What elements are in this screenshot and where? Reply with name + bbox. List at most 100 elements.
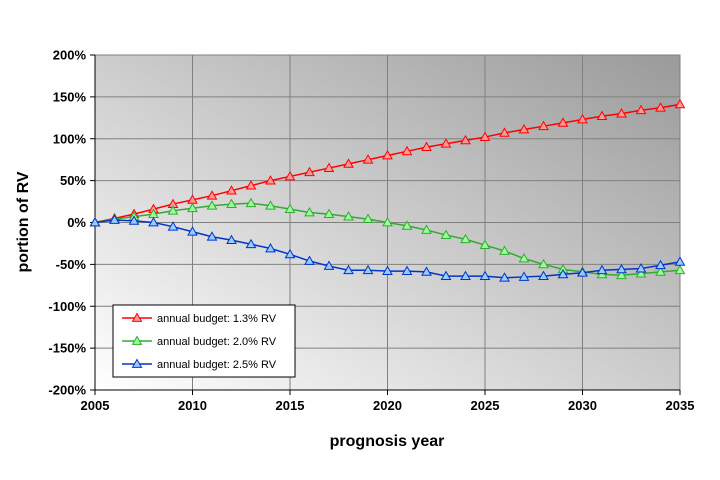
data-point [655, 259, 666, 270]
y-tick-label: -100% [48, 299, 86, 314]
data-point [499, 127, 510, 137]
data-point [518, 124, 530, 134]
data-point [674, 264, 686, 275]
data-point [343, 211, 354, 221]
data-point [499, 245, 510, 255]
y-tick-label: -150% [48, 341, 86, 356]
legend-label: annual budget: 2.0% RV [157, 336, 277, 348]
data-point [674, 98, 686, 109]
data-point [440, 229, 452, 239]
x-tick-label: 2020 [373, 398, 402, 413]
y-axis-title: portion of RV [15, 171, 32, 272]
data-point [499, 272, 510, 282]
data-point [343, 264, 354, 275]
x-tick-label: 2015 [276, 398, 305, 413]
series-layer [89, 98, 686, 282]
data-point [284, 248, 296, 259]
y-tick-label: -200% [48, 383, 86, 398]
data-point [304, 166, 315, 177]
data-point [616, 263, 627, 274]
legend-marker [131, 335, 143, 345]
legend-marker [131, 358, 143, 368]
data-point [460, 134, 471, 145]
series-3 [89, 214, 686, 282]
data-point [343, 158, 354, 168]
data-point [557, 117, 569, 127]
data-point [109, 214, 120, 224]
data-point [674, 256, 686, 266]
data-point [167, 221, 179, 231]
data-point [577, 113, 588, 124]
y-tick-label: 0% [67, 215, 86, 230]
data-point [401, 265, 413, 275]
x-axis-ticks: 2005 2010 2015 2020 2025 2030 2035 [81, 389, 695, 413]
data-point [362, 213, 374, 224]
data-point [538, 270, 549, 280]
y-tick-label: 200% [53, 48, 87, 63]
data-point [635, 263, 647, 273]
y-axis-ticks: 200% 150% 100% 50% 0% -50% -100% -150% -200% [48, 48, 96, 398]
data-point [187, 202, 198, 213]
data-point [226, 185, 237, 195]
y-tick-label: 50% [60, 173, 86, 188]
x-tick-label: 2030 [568, 398, 597, 413]
data-point [538, 120, 549, 131]
data-point [323, 162, 335, 172]
data-point [596, 264, 608, 275]
legend-label: annual budget: 2.5% RV [157, 359, 277, 371]
y-tick-label: -50% [56, 257, 87, 272]
data-point [148, 216, 159, 227]
data-point [265, 242, 276, 253]
legend-marker [131, 312, 143, 322]
data-point [655, 266, 666, 276]
data-point [577, 267, 588, 277]
data-point [128, 215, 140, 225]
data-point [518, 253, 530, 263]
data-point [401, 145, 413, 156]
data-point [382, 265, 393, 275]
x-tick-label: 2010 [178, 398, 207, 413]
data-point [635, 268, 647, 278]
data-point [167, 205, 179, 215]
data-point [284, 203, 296, 213]
legend-label: annual budget: 1.3% RV [157, 313, 277, 325]
y-tick-label: 100% [53, 131, 87, 146]
x-tick-label: 2035 [666, 398, 695, 413]
data-point [655, 102, 666, 112]
data-point [538, 258, 549, 269]
data-point [421, 141, 432, 151]
data-point [382, 149, 393, 160]
data-point [460, 233, 471, 244]
data-point [616, 108, 627, 118]
data-point [187, 226, 198, 236]
data-point [596, 110, 608, 121]
data-point [460, 270, 471, 280]
data-point [304, 255, 315, 265]
data-point [226, 198, 237, 208]
series-1 [89, 98, 686, 227]
data-point [382, 216, 393, 227]
data-point [616, 269, 627, 280]
data-point [226, 234, 237, 244]
x-tick-label: 2005 [81, 398, 110, 413]
x-axis-title: prognosis year [330, 433, 445, 450]
data-point [206, 200, 218, 210]
data-point [421, 266, 432, 276]
data-point [479, 270, 491, 280]
data-point [245, 197, 257, 208]
data-point [265, 175, 276, 185]
data-point [265, 200, 276, 210]
data-point [362, 154, 374, 164]
data-point [421, 224, 432, 234]
data-point [401, 220, 413, 230]
data-point [245, 238, 257, 249]
data-point [304, 206, 315, 217]
x-tick-label: 2025 [471, 398, 500, 413]
data-point [479, 131, 491, 141]
data-point [479, 239, 491, 249]
data-point [323, 208, 335, 218]
data-point [557, 268, 569, 279]
data-point [245, 180, 257, 190]
data-point [440, 138, 452, 148]
